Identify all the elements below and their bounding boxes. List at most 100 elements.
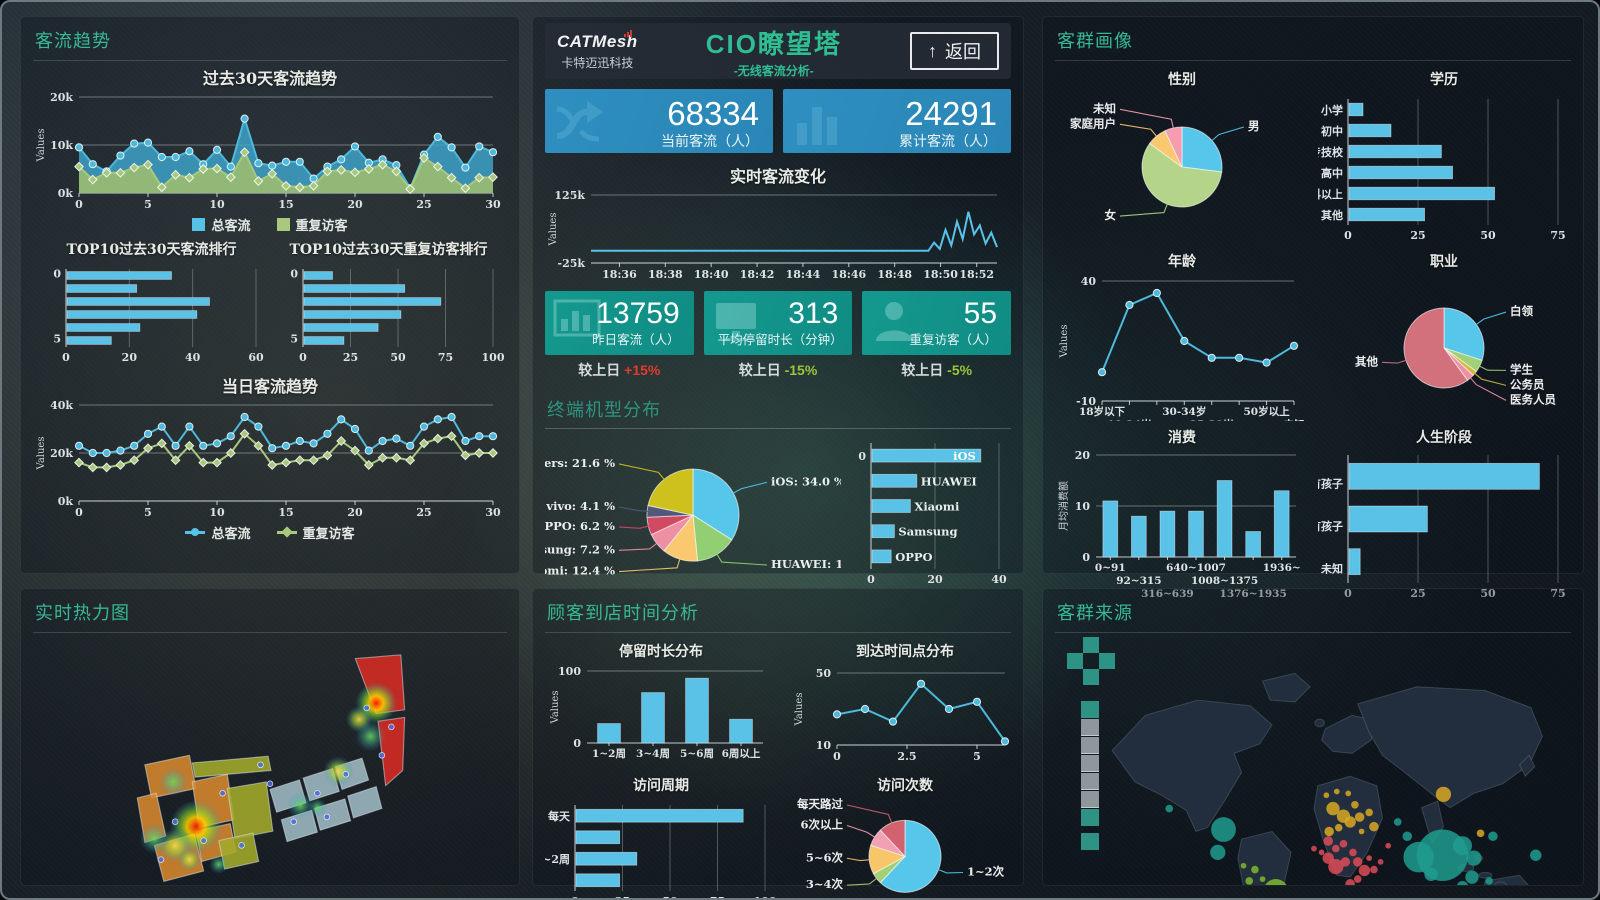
svg-text:0k: 0k	[58, 187, 74, 200]
svg-text:有孩子: 有孩子	[1318, 519, 1343, 533]
svg-text:20: 20	[347, 198, 363, 211]
svg-text:25: 25	[1410, 587, 1425, 600]
map-zoom-slider[interactable]	[1081, 701, 1099, 850]
svg-text:25: 25	[342, 351, 357, 364]
chart-stay-dist-title: 停留时长分布	[619, 644, 703, 660]
chart-realtime-title: 实时客流变化	[729, 167, 826, 186]
delta-label: 较上日	[578, 362, 621, 378]
chart-today: 0k 20k 40k 0 5 10 15 20 25 30 Values	[33, 397, 507, 521]
svg-text:10: 10	[816, 739, 832, 752]
svg-text:30-34岁: 30-34岁	[1162, 405, 1206, 418]
legend-today: 总客流 重复访客	[33, 521, 507, 543]
kpi-stay-value: 313	[788, 297, 839, 330]
svg-text:0: 0	[1082, 551, 1090, 564]
svg-text:75: 75	[710, 895, 725, 900]
svg-text:未知: 未知	[1283, 418, 1305, 421]
chart-arrival-time: 10 50 0 2.5 5 Values	[791, 665, 1019, 765]
chart-stay-dist: 0 100 1~2周 3~4周 5~6周 6周以上 Values	[547, 665, 775, 765]
svg-text:20: 20	[1075, 449, 1091, 462]
back-button[interactable]: ↑ 返回	[910, 32, 999, 70]
svg-text:每天路过: 每天路过	[797, 797, 843, 811]
svg-text:50岁以上: 50岁以上	[1244, 405, 1291, 418]
svg-text:5~6次: 5~6次	[806, 850, 844, 864]
svg-text:18:52: 18:52	[959, 268, 994, 281]
svg-text:白领: 白领	[1510, 304, 1533, 318]
legend-item: 重复访客	[276, 523, 355, 542]
kpi-current-label: 当前客流（人）	[661, 133, 759, 149]
svg-text:医务人员: 医务人员	[1510, 392, 1556, 406]
svg-text:HUAWEI: HUAWEI	[921, 474, 977, 488]
svg-text:50: 50	[662, 895, 678, 900]
svg-text:没有孩子: 没有孩子	[1318, 476, 1343, 490]
panel-customer-source-title: 客群来源	[1055, 597, 1571, 633]
panel-realtime-heatmap: 实时热力图	[20, 588, 520, 886]
svg-text:Values: Values	[550, 691, 561, 725]
svg-text:0: 0	[1344, 229, 1352, 242]
svg-text:其他: 其他	[1355, 354, 1378, 368]
kpi-stay-delta: 较上日 -15%	[704, 360, 853, 380]
svg-text:3~4次: 3~4次	[806, 877, 844, 891]
svg-text:15: 15	[278, 198, 293, 211]
svg-text:男: 男	[1248, 119, 1260, 133]
svg-text:OPPO: OPPO	[895, 550, 932, 564]
person-icon	[870, 297, 920, 350]
svg-text:18岁以下: 18岁以下	[1079, 405, 1126, 418]
svg-text:20: 20	[927, 573, 943, 586]
svg-text:小学: 小学	[1320, 103, 1343, 117]
svg-text:0: 0	[858, 450, 866, 463]
delta-label: 较上日	[738, 362, 781, 378]
svg-text:25: 25	[1410, 229, 1425, 242]
chart-visit-count: 1~2次 每天路过 6次以上 5~6次 3~4次	[785, 795, 1025, 898]
header-bar: CATMesh 卡特迈迅科技 CIO瞭望塔 -无线客流分析- ↑ 返回	[545, 23, 1011, 79]
kpi-total-traffic: 24291 累计客流（人）	[783, 89, 1011, 153]
legend-past30: 总客流 重复访客	[33, 213, 507, 235]
chart-gender: 男 未知 家庭用户女	[1056, 89, 1308, 239]
kpi-current-traffic: 68334 当前客流（人）	[545, 89, 773, 153]
shuffle-arrows-icon	[553, 95, 609, 150]
delta-value: +15%	[624, 362, 661, 378]
svg-text:30: 30	[485, 198, 501, 211]
svg-text:5: 5	[144, 506, 152, 519]
chart-age-title: 年龄	[1168, 254, 1196, 270]
chart-realtime: -25k 125k 18:36 18:38 18:40 18:42 18:44 18:46 18…	[545, 187, 1011, 283]
svg-text:100: 100	[754, 895, 777, 900]
delta-label: 较上日	[901, 362, 944, 378]
panel-realtime-heatmap-title: 实时热力图	[33, 597, 507, 633]
kpi-total-label: 累计客流（人）	[899, 133, 997, 149]
chart-education: 0 25 50 75 小学初中中专技校高中大学本科以上其他	[1277, 93, 1570, 243]
svg-text:家庭用户: 家庭用户	[1070, 116, 1116, 130]
svg-text:iOS: 34.0 %: iOS: 34.0 %	[771, 474, 841, 488]
svg-text:Samsung: 7.2 %: Samsung: 7.2 %	[545, 542, 615, 556]
chart-visit-cycle-title: 访问周期	[633, 778, 689, 794]
map-move-control[interactable]	[1067, 637, 1115, 685]
kpi-repeat-value: 55	[963, 297, 998, 330]
chart-top10-repeat-title: TOP10过去30天重复访客排行	[289, 242, 488, 258]
svg-text:316~639: 316~639	[1141, 588, 1194, 600]
svg-text:18:50: 18:50	[923, 268, 958, 281]
kpi-repeat-visitors: 55 重复访客（人）	[862, 291, 1012, 355]
svg-text:未知: 未知	[1320, 562, 1343, 576]
svg-text:10k: 10k	[50, 139, 73, 152]
svg-text:1~2周: 1~2周	[592, 748, 626, 760]
chart-device-bar: 0 20 40 0 iOS HUAWEI Xiaomi Samsung OPPO	[841, 437, 1011, 587]
svg-text:其他: 其他	[1321, 208, 1343, 222]
svg-text:1008~1375: 1008~1375	[1191, 575, 1258, 587]
svg-text:5: 5	[53, 332, 61, 345]
svg-text:18:40: 18:40	[694, 268, 729, 281]
svg-text:0~91: 0~91	[1095, 562, 1126, 574]
legend-swatch-marker	[185, 527, 206, 536]
svg-text:60: 60	[248, 351, 264, 364]
svg-text:30: 30	[485, 506, 501, 519]
floorplan-heatmap	[33, 637, 507, 885]
app-title: CIO瞭望塔	[705, 28, 842, 59]
chart-lifestage-title: 人生阶段	[1416, 430, 1472, 446]
svg-text:高中: 高中	[1321, 166, 1343, 180]
svg-text:50: 50	[1480, 229, 1496, 242]
svg-text:18:38: 18:38	[648, 268, 683, 281]
svg-text:5: 5	[144, 198, 152, 211]
chart-education-title: 学历	[1430, 72, 1458, 88]
svg-text:75: 75	[1550, 587, 1565, 600]
legend-swatch-square	[276, 217, 290, 231]
svg-text:40: 40	[991, 573, 1007, 586]
svg-text:Samsung: Samsung	[898, 525, 957, 539]
